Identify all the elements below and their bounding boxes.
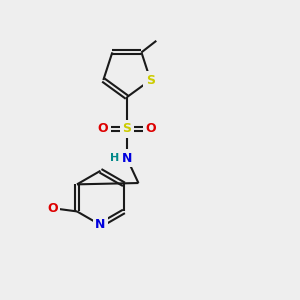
Text: O: O (98, 122, 108, 135)
Text: H: H (110, 153, 119, 163)
Text: S: S (122, 122, 131, 135)
Text: N: N (95, 218, 106, 232)
Text: S: S (146, 74, 155, 86)
Text: O: O (47, 202, 58, 214)
Text: O: O (145, 122, 156, 135)
Text: N: N (122, 152, 132, 165)
